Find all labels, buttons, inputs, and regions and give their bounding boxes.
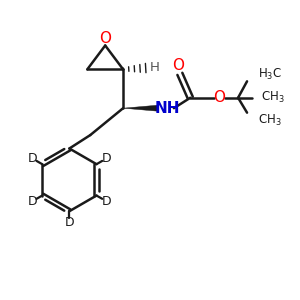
Polygon shape <box>123 105 158 111</box>
Text: D: D <box>28 195 37 208</box>
Text: O: O <box>99 31 111 46</box>
Text: D: D <box>101 195 111 208</box>
Text: H$_3$C: H$_3$C <box>257 67 282 82</box>
Text: CH$_3$: CH$_3$ <box>261 90 285 105</box>
Text: D: D <box>28 152 37 165</box>
Text: D: D <box>64 216 74 229</box>
Text: O: O <box>172 58 184 73</box>
Text: NH: NH <box>154 101 180 116</box>
Text: CH$_3$: CH$_3$ <box>258 112 282 128</box>
Text: H: H <box>150 61 160 74</box>
Text: D: D <box>101 152 111 165</box>
Text: O: O <box>214 90 226 105</box>
